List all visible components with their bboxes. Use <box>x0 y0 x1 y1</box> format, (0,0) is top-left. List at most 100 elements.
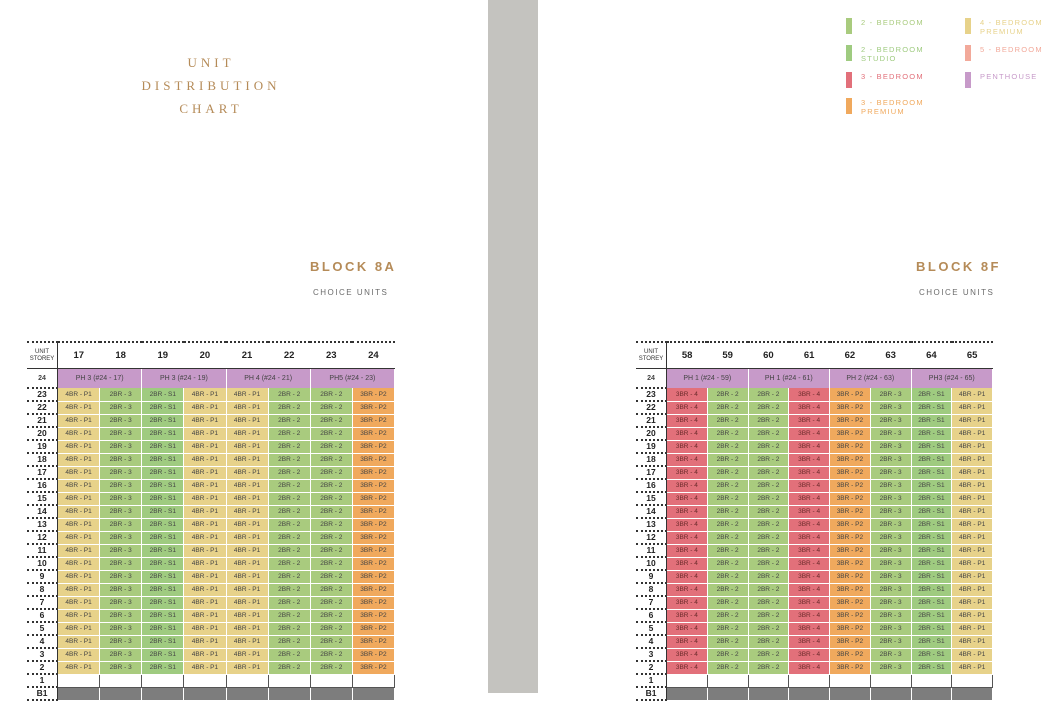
table-row: 2 3BR - 4 2BR - 2 2BR - 2 3BR - 4 3BR - P2 2BR… <box>636 661 993 675</box>
unit-type-cell: 3BR - 4 <box>666 648 708 662</box>
unit-type-cell: 3BR - 4 <box>666 466 708 480</box>
unit-distribution-table-8f: UNIT STOREY 58 59 60 61 62 63 64 65 24 PH 1 (#24 - … <box>636 341 993 701</box>
table-row: 9 4BR - P1 2BR - 3 2BR - S1 4BR - P1 4BR - P1… <box>27 570 396 584</box>
legend-swatch <box>846 98 852 114</box>
unit-type-cell: 3BR - 4 <box>666 544 708 558</box>
unit-type-cell: 3BR - 4 <box>788 622 830 636</box>
unit-type-cell: 2BR - 2 <box>707 427 749 441</box>
unit-type-cell: 4BR - P1 <box>226 466 269 480</box>
unit-type-cell: 4BR - P1 <box>183 414 227 428</box>
unit-type-cell: 4BR - P1 <box>226 531 269 545</box>
storey-label: 6 <box>636 609 667 623</box>
storey-label: 19 <box>27 440 58 454</box>
unit-type-cell: 3BR - 4 <box>788 661 830 675</box>
table-row: 12 3BR - 4 2BR - 2 2BR - 2 3BR - 4 3BR - P2 2B… <box>636 531 993 545</box>
unit-type-cell: 2BR - 2 <box>707 479 749 493</box>
unit-type-cell: 2BR - 2 <box>268 414 311 428</box>
unit-type-cell: 2BR - 2 <box>748 648 790 662</box>
unit-type-cell: 4BR - P1 <box>951 518 993 532</box>
unit-type-cell: 3BR - 4 <box>788 570 830 584</box>
unit-type-cell: 3BR - 4 <box>788 531 830 545</box>
unit-type-cell: 2BR - 3 <box>99 622 143 636</box>
basement-cell <box>268 687 311 700</box>
unit-type-cell: 2BR - S1 <box>911 518 953 532</box>
unit-type-cell: 2BR - 2 <box>748 570 790 584</box>
table-row: 11 3BR - 4 2BR - 2 2BR - 2 3BR - 4 3BR - P2 2B… <box>636 544 993 558</box>
unit-type-cell: 2BR - 2 <box>268 557 311 571</box>
unit-type-cell: 2BR - S1 <box>911 427 953 441</box>
unit-type-cell: 4BR - P1 <box>183 466 227 480</box>
unit-type-cell: 4BR - P1 <box>183 557 227 571</box>
unit-type-cell: 2BR - 2 <box>268 622 311 636</box>
unit-type-cell: 2BR - 3 <box>99 414 143 428</box>
table-row: 3 4BR - P1 2BR - 3 2BR - S1 4BR - P1 4BR - P1… <box>27 648 396 662</box>
unit-type-cell: 3BR - P2 <box>352 661 396 675</box>
table-row: 14 3BR - 4 2BR - 2 2BR - 2 3BR - 4 3BR - P2 2B… <box>636 505 993 519</box>
storey-label: 17 <box>27 466 58 480</box>
table-row: 11 4BR - P1 2BR - 3 2BR - S1 4BR - P1 4BR - P… <box>27 544 396 558</box>
storey-label: 19 <box>636 440 667 454</box>
unit-type-cell: 3BR - P2 <box>829 414 871 428</box>
table-row: 22 4BR - P1 2BR - 3 2BR - S1 4BR - P1 4BR - P… <box>27 401 396 415</box>
unit-type-cell: 2BR - S1 <box>141 518 185 532</box>
penthouse-cell: PH 1 (#24 - 59) <box>666 368 749 388</box>
unit-type-cell: 3BR - 4 <box>788 635 830 649</box>
storey-label: 7 <box>27 596 58 610</box>
table-row: 18 4BR - P1 2BR - 3 2BR - S1 4BR - P1 4BR - P… <box>27 453 396 467</box>
unit-type-cell: 2BR - 2 <box>268 505 311 519</box>
table-row: 17 4BR - P1 2BR - 3 2BR - S1 4BR - P1 4BR - P… <box>27 466 396 480</box>
unit-type-cell: 2BR - S1 <box>141 622 185 636</box>
block-8a-subtitle: CHOICE UNITS <box>313 288 389 297</box>
storey-label: 1 <box>636 674 667 688</box>
storey-label: 4 <box>27 635 58 649</box>
unit-type-cell: 2BR - 2 <box>310 635 353 649</box>
unit-type-cell: 2BR - 2 <box>310 661 353 675</box>
unit-type-cell: 2BR - 2 <box>310 440 353 454</box>
unit-type-cell: 2BR - S1 <box>141 609 185 623</box>
unit-type-cell: 2BR - S1 <box>911 479 953 493</box>
unit-type-cell: 2BR - 2 <box>748 453 790 467</box>
unit-type-cell: 4BR - P1 <box>951 388 993 402</box>
table-row: B1 <box>636 687 993 701</box>
table-row: B1 <box>27 687 396 701</box>
unit-type-cell: 2BR - 2 <box>748 466 790 480</box>
unit-type-cell: 2BR - 2 <box>268 453 311 467</box>
penthouse-cell: PH 3 (#24 - 17) <box>57 368 143 388</box>
unit-type-cell: 4BR - P1 <box>57 414 101 428</box>
basement-cell <box>707 687 749 700</box>
empty-cell <box>951 673 993 688</box>
table-row: 14 4BR - P1 2BR - 3 2BR - S1 4BR - P1 4BR - P… <box>27 505 396 519</box>
unit-type-cell: 2BR - 2 <box>310 622 353 636</box>
unit-type-cell: 2BR - S1 <box>911 544 953 558</box>
unit-type-cell: 2BR - 2 <box>310 557 353 571</box>
empty-cell <box>788 673 830 688</box>
unit-type-cell: 4BR - P1 <box>226 427 269 441</box>
unit-type-cell: 2BR - 2 <box>310 583 353 597</box>
unit-type-cell: 2BR - 3 <box>99 635 143 649</box>
unit-type-cell: 3BR - 4 <box>666 479 708 493</box>
unit-type-cell: 3BR - 4 <box>666 414 708 428</box>
unit-type-cell: 3BR - 4 <box>666 505 708 519</box>
table-row: 15 3BR - 4 2BR - 2 2BR - 2 3BR - 4 3BR - P2 2B… <box>636 492 993 506</box>
unit-type-cell: 4BR - P1 <box>226 492 269 506</box>
unit-type-cell: 2BR - 2 <box>707 544 749 558</box>
table-row: 18 3BR - 4 2BR - 2 2BR - 2 3BR - 4 3BR - P2 2B… <box>636 453 993 467</box>
unit-type-cell: 3BR - 4 <box>666 583 708 597</box>
unit-number-header: 65 <box>951 341 993 369</box>
unit-type-cell: 2BR - 3 <box>99 570 143 584</box>
unit-type-cell: 4BR - P1 <box>951 622 993 636</box>
unit-type-cell: 4BR - P1 <box>57 544 101 558</box>
unit-type-cell: 4BR - P1 <box>57 635 101 649</box>
unit-type-cell: 2BR - 3 <box>870 557 912 571</box>
unit-type-cell: 3BR - P2 <box>829 583 871 597</box>
unit-type-cell: 3BR - 4 <box>666 401 708 415</box>
storey-label: 8 <box>27 583 58 597</box>
unit-type-cell: 2BR - 3 <box>870 479 912 493</box>
unit-type-cell: 3BR - 4 <box>666 440 708 454</box>
unit-type-cell: 4BR - P1 <box>226 401 269 415</box>
unit-type-cell: 3BR - P2 <box>352 583 396 597</box>
unit-type-cell: 2BR - 2 <box>268 544 311 558</box>
storey-label: 22 <box>636 401 667 415</box>
unit-type-cell: 4BR - P1 <box>183 609 227 623</box>
unit-type-cell: 3BR - 4 <box>666 492 708 506</box>
